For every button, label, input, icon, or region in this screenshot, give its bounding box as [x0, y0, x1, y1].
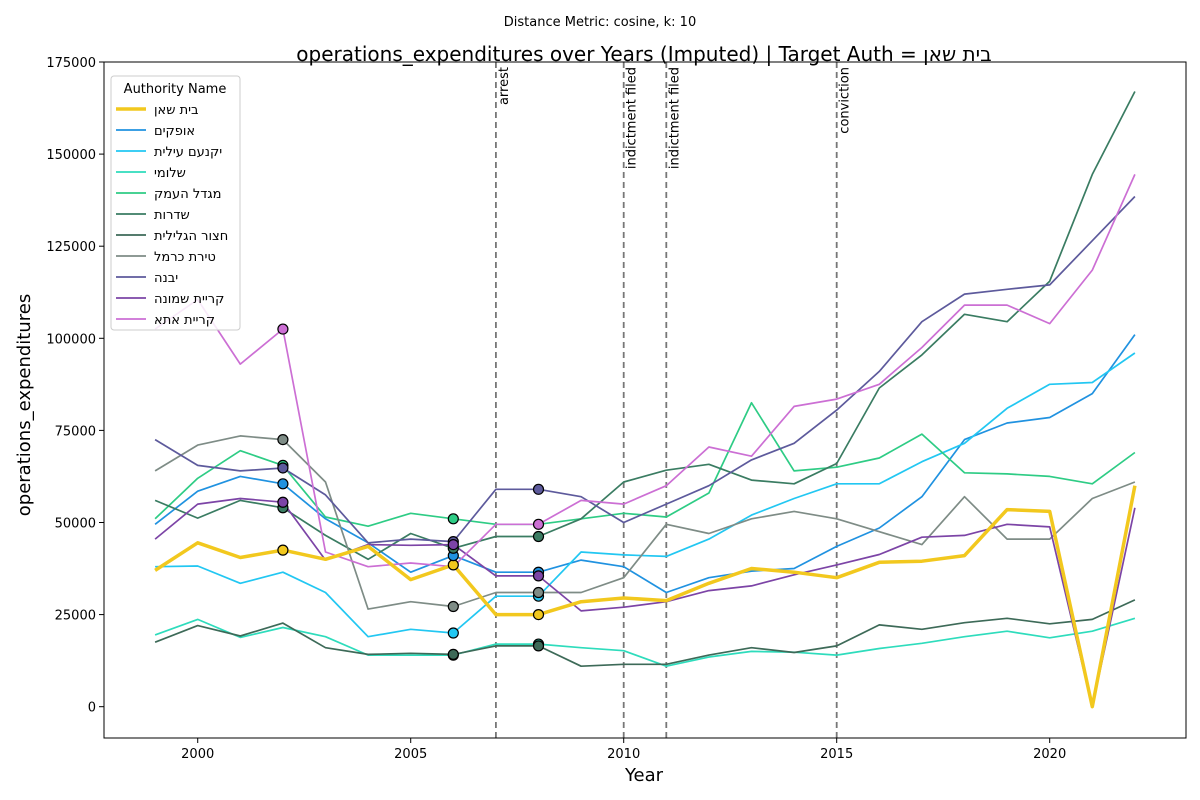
data-point-marker — [532, 483, 545, 495]
data-point-marker — [532, 530, 545, 543]
data-point-marker — [277, 544, 289, 556]
series-line — [154, 91, 1136, 561]
series-line — [154, 195, 1136, 544]
series-line — [154, 617, 1136, 668]
legend-title: Authority Name — [124, 82, 227, 97]
event-label: indictment filed — [667, 67, 682, 169]
series-line — [154, 485, 1137, 709]
y-axis-ticks: 0 25000 50000 75000 100000 125000 150000 175000 — [46, 56, 104, 716]
data-point-marker — [532, 518, 545, 530]
legend-label: שדרות — [154, 208, 190, 223]
data-point-marker — [447, 538, 459, 551]
data-point-marker — [532, 608, 545, 621]
data-point-marker — [532, 586, 545, 599]
x-tick-label: 2005 — [394, 747, 427, 762]
series-line — [154, 497, 1136, 708]
data-point-marker — [447, 627, 459, 639]
event-label: arrest — [497, 67, 512, 105]
series-line — [155, 352, 1136, 638]
y-tick-label: 150000 — [46, 148, 96, 163]
legend-label: יקנעם עילית — [154, 145, 222, 160]
data-point-marker — [277, 323, 289, 335]
series-line — [154, 174, 1136, 568]
event-lines: arrest indictment filed indictment filed co… — [495, 62, 853, 738]
data-point-marker — [277, 434, 289, 446]
legend: Authority Name בית שאן אופקים יקנעם עילית ש… — [110, 75, 241, 331]
y-tick-label: 125000 — [46, 240, 96, 255]
x-tick-label: 2000 — [181, 747, 214, 762]
legend-label: קריית אתא — [154, 313, 215, 328]
legend-label: קריית שמונה — [154, 292, 224, 307]
data-point-marker — [532, 570, 545, 582]
chart-suptitle: Distance Metric: cosine, k: 10 — [504, 15, 696, 30]
data-point-marker — [277, 496, 289, 508]
series-line — [154, 435, 1136, 610]
y-tick-label: 0 — [88, 701, 96, 716]
event-label: conviction — [838, 67, 853, 134]
legend-items: בית שאן אופקים יקנעם עילית שלומי מגדל העמק שד… — [116, 103, 228, 328]
x-tick-label: 2010 — [607, 747, 640, 762]
data-point-marker — [447, 600, 459, 613]
legend-label: שלומי — [154, 166, 186, 181]
data-point-marker — [277, 478, 289, 490]
legend-box — [110, 75, 241, 331]
data-point-marker — [447, 513, 459, 525]
legend-label: אופקים — [154, 124, 195, 139]
legend-label: יבנה — [154, 271, 178, 286]
y-tick-label: 50000 — [55, 516, 96, 531]
x-tick-label: 2015 — [820, 747, 853, 762]
x-axis-ticks: 2000 2005 2010 2015 2020 — [181, 738, 1066, 762]
data-point-marker — [532, 640, 545, 652]
legend-label: טירת כרמל — [154, 250, 216, 265]
series-line — [154, 599, 1136, 668]
series-line — [154, 401, 1136, 528]
legend-label: חצור הגלילית — [154, 229, 228, 244]
y-tick-label: 75000 — [55, 424, 96, 439]
y-axis-label: operations_expenditures — [14, 294, 35, 516]
series-markers — [277, 323, 545, 661]
legend-label: מגדל העמק — [154, 187, 222, 202]
y-tick-label: 175000 — [46, 56, 96, 71]
x-tick-label: 2020 — [1033, 747, 1066, 762]
y-tick-label: 25000 — [55, 609, 96, 624]
x-axis-label: Year — [624, 765, 664, 786]
event-label: indictment filed — [625, 67, 640, 169]
legend-label: בית שאן — [154, 103, 199, 118]
data-point-marker — [447, 648, 459, 660]
y-tick-label: 100000 — [46, 332, 96, 347]
data-point-marker — [447, 559, 459, 571]
series-lines — [154, 91, 1137, 709]
data-point-marker — [277, 462, 289, 474]
plot-frame — [103, 61, 1187, 739]
